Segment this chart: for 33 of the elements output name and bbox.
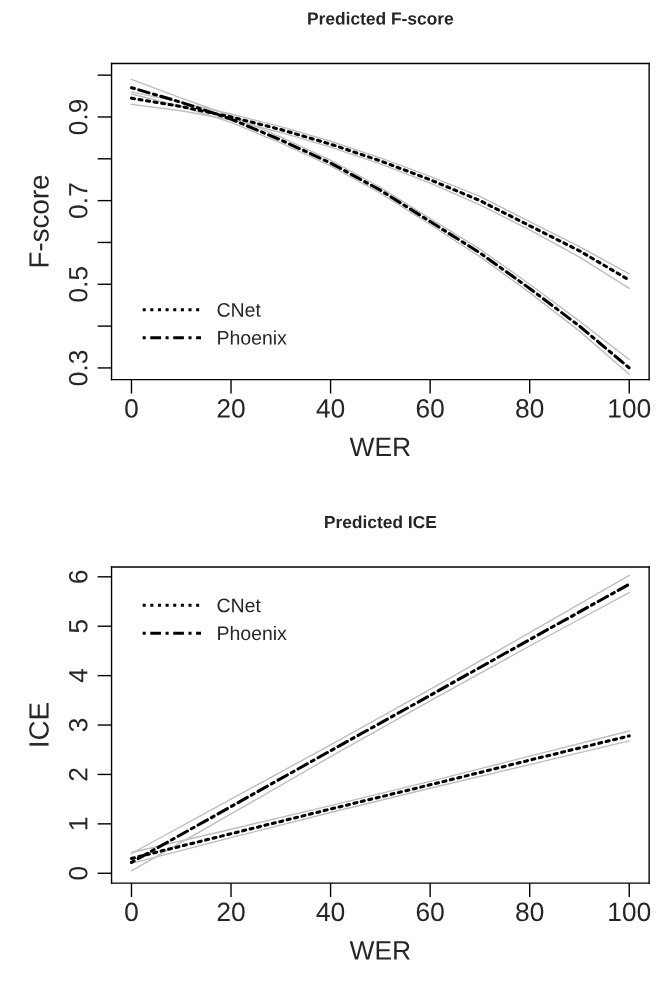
y-axis-title: ICE: [29, 703, 49, 746]
x-axis-title: WER: [349, 437, 410, 456]
y-tick-label: 5: [69, 620, 88, 633]
y-tick-label: 2: [68, 768, 88, 781]
x-tick-label: 60: [416, 399, 444, 418]
legend-label: Phoenix: [218, 625, 287, 641]
x-tick-label: 100: [609, 399, 651, 418]
x-tick-label: 100: [609, 902, 651, 922]
x-tick-label: 60: [416, 902, 444, 922]
y-tick-label: 0.5: [68, 267, 88, 302]
x-tick-label: 40: [316, 902, 345, 922]
y-tick-label: 3: [68, 718, 88, 732]
y-tick-label: 0: [68, 866, 88, 880]
chart-title: Predicted ICE: [325, 515, 437, 529]
x-tick-label: 80: [516, 399, 544, 418]
x-axis-title: WER: [349, 941, 410, 960]
x-tick-label: 0: [125, 902, 138, 922]
legend-label: CNet: [217, 598, 261, 613]
y-tick-label: 4: [69, 669, 88, 683]
x-tick-label: 20: [217, 399, 245, 418]
y-tick-label: 0.9: [68, 99, 88, 135]
x-tick-label: 0: [125, 399, 138, 418]
x-tick-label: 40: [316, 399, 345, 418]
legend-label: Phoenix: [218, 330, 287, 345]
y-tick-label: 0.7: [68, 183, 88, 218]
x-tick-label: 20: [217, 902, 245, 922]
legend-label: CNet: [217, 303, 261, 317]
y-tick-label: 6: [68, 570, 88, 583]
y-tick-label: 0.3: [68, 350, 88, 386]
chart-title: Predicted F-score: [308, 11, 454, 25]
y-tick-label: 1: [69, 817, 88, 830]
x-tick-label: 80: [516, 902, 544, 922]
y-axis-title: F-score: [29, 175, 49, 267]
